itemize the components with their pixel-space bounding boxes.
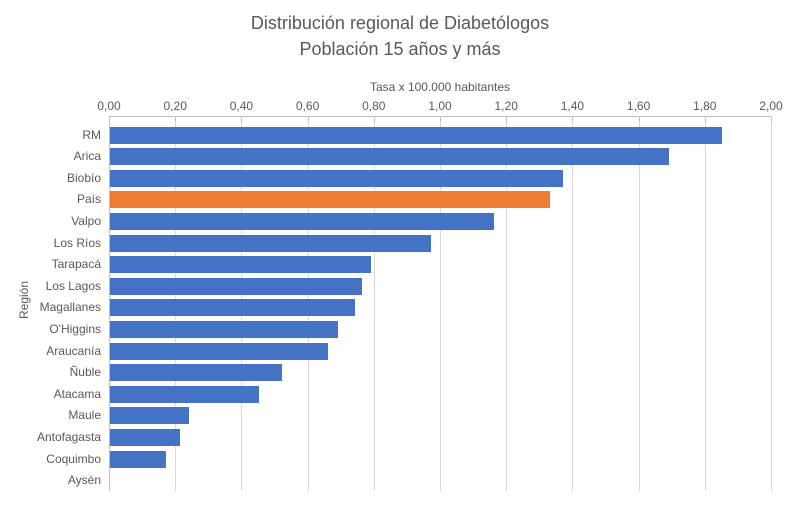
- category-label-araucania: Araucanía: [46, 343, 101, 358]
- bar-magallanes: [110, 299, 355, 317]
- x-tick-label-0-00: 0,00: [97, 99, 121, 113]
- bar-maule: [110, 407, 189, 425]
- category-label-pais: País: [76, 192, 101, 207]
- gridline-1-40: [572, 116, 574, 491]
- bar-los-lagos: [110, 277, 362, 295]
- x-axis-tickmark: [175, 117, 177, 122]
- x-axis-tickmark: [771, 117, 772, 122]
- x-axis-tickmark: [307, 117, 309, 122]
- x-axis-tickmark: [506, 117, 508, 122]
- category-label-valpo: Valpo: [71, 213, 101, 228]
- category-label-rm: RM: [82, 127, 101, 142]
- x-axis-tickmark: [440, 117, 441, 122]
- category-label-magallanes: Magallanes: [39, 300, 101, 315]
- x-axis-tickmark: [109, 117, 110, 122]
- bar-o-higgins: [110, 320, 338, 338]
- category-label-los-lagos: Los Lagos: [45, 278, 101, 293]
- category-label-biobio: Biobío: [66, 170, 101, 185]
- gridline-0-80: [373, 116, 375, 491]
- bar-araucania: [110, 342, 328, 360]
- y-axis-line: [109, 116, 110, 491]
- category-label-atacama: Atacama: [53, 386, 101, 401]
- gridline-1-60: [638, 116, 640, 491]
- gridline-1-20: [506, 116, 508, 491]
- x-axis-title: Tasa x 100.000 habitantes: [369, 80, 511, 94]
- bar-coquimbo: [110, 450, 166, 468]
- x-axis-tickmark: [638, 117, 640, 122]
- bar-biobio: [110, 169, 563, 187]
- bar-valpo: [110, 212, 494, 230]
- x-tick-label-1-60: 1,60: [626, 99, 651, 113]
- bar-atacama: [110, 385, 259, 403]
- x-tick-label-1-80: 1,80: [693, 99, 717, 113]
- plot-area: [109, 116, 772, 491]
- category-label-antofagasta: Antofagasta: [36, 429, 101, 444]
- x-tick-label-0-40: 0,40: [229, 99, 254, 113]
- category-label-o-higgins: O'Higgins: [49, 321, 101, 336]
- bar-los-rios: [110, 234, 431, 252]
- x-axis-tickmark: [373, 117, 375, 122]
- category-label-coquimbo: Coquimbo: [46, 451, 101, 466]
- x-tick-label-0-20: 0,20: [163, 99, 187, 113]
- x-tick-label-1-00: 1,00: [428, 99, 452, 113]
- category-label-aysen: Aysén: [67, 473, 101, 488]
- x-tick-label-2-00: 2,00: [759, 99, 783, 113]
- category-label-los-rios: Los Ríos: [53, 235, 101, 250]
- category-label-arica: Arica: [73, 149, 101, 164]
- category-label-tarapaca: Tarapacá: [51, 257, 101, 272]
- bar-rm: [110, 126, 722, 144]
- category-label-nuble: Ñuble: [69, 365, 101, 380]
- bar-arica: [110, 148, 669, 166]
- x-tick-label-1-20: 1,20: [494, 99, 518, 113]
- x-axis-tickmark: [572, 117, 574, 122]
- x-tick-label-1-40: 1,40: [560, 99, 585, 113]
- gridline-1-00: [440, 116, 441, 491]
- x-tick-label-0-80: 0,80: [362, 99, 386, 113]
- x-tick-label-0-60: 0,60: [295, 99, 320, 113]
- bar-tarapaca: [110, 256, 371, 274]
- chart-title: Distribución regional de Diabetólogos: [250, 13, 550, 33]
- gridline-2-00: [771, 116, 772, 491]
- category-label-maule: Maule: [68, 408, 101, 423]
- chart-subtitle: Población 15 años y más: [299, 39, 501, 59]
- gridline-1-80: [704, 116, 706, 491]
- x-axis-tickmark: [704, 117, 706, 122]
- x-axis-tickmark: [241, 117, 243, 122]
- bar-pais: [110, 191, 550, 209]
- bar-antofagasta: [110, 428, 180, 446]
- bar-nuble: [110, 364, 282, 382]
